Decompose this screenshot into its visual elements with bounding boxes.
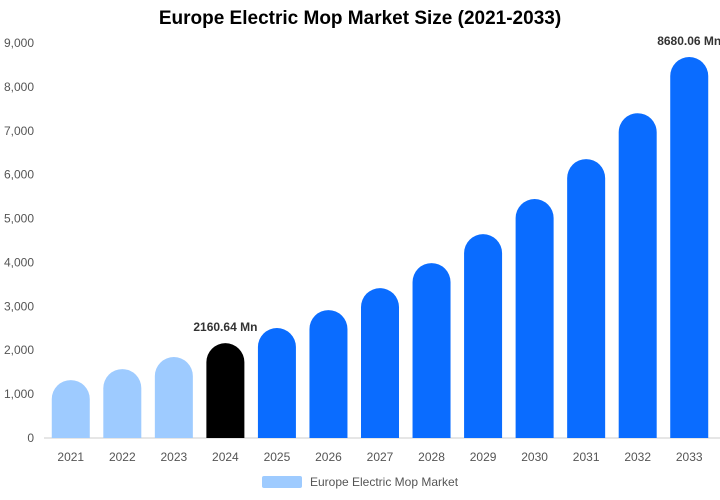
x-tick-label: 2028 [418, 450, 445, 464]
bar-2028 [412, 263, 451, 438]
legend-swatch [261, 476, 302, 488]
x-tick-label: 2021 [57, 450, 84, 464]
chart-title: Europe Electric Mop Market Size (2021-20… [158, 8, 562, 29]
bar-2031 [567, 159, 606, 438]
x-tick-label: 2026 [315, 450, 342, 464]
legend-label: Europe Electric Mop Market [309, 475, 459, 489]
y-tick-label: 1,000 [4, 387, 34, 401]
bar-2024 [206, 343, 245, 438]
legend[interactable]: Europe Electric Mop Market [0, 475, 720, 489]
bar-2025 [257, 328, 296, 438]
x-tick-label: 2031 [573, 450, 600, 464]
bar-2021 [51, 380, 90, 438]
y-tick-label: 9,000 [4, 36, 34, 50]
x-tick-label: 2030 [521, 450, 548, 464]
bar-2033 [670, 57, 709, 439]
bar-2026 [309, 310, 348, 438]
x-tick-label: 2032 [624, 450, 651, 464]
x-tick-label: 2033 [676, 450, 703, 464]
y-tick-label: 2,000 [4, 343, 34, 357]
y-tick-label: 4,000 [4, 255, 34, 269]
y-tick-label: 0 [27, 431, 34, 445]
x-tick-label: 2027 [367, 450, 394, 464]
y-tick-label: 8,000 [4, 80, 34, 94]
bar-2030 [515, 199, 554, 438]
y-tick-label: 5,000 [4, 212, 34, 226]
data-label-2033: 8680.06 Mn [657, 34, 720, 48]
y-tick-label: 6,000 [4, 168, 34, 182]
x-tick-label: 2024 [212, 450, 239, 464]
y-tick-label: 7,000 [4, 124, 34, 138]
bar-2029 [464, 234, 503, 438]
bar-2023 [154, 357, 193, 438]
x-tick-label: 2029 [470, 450, 497, 464]
x-tick-label: 2023 [160, 450, 187, 464]
bar-2032 [618, 113, 657, 439]
bar-2022 [103, 369, 142, 438]
bar-2027 [361, 288, 399, 438]
data-label-2024: 2160.64 Mn [193, 320, 257, 334]
x-tick-label: 2025 [264, 450, 291, 464]
y-tick-label: 3,000 [4, 299, 34, 313]
x-tick-label: 2022 [109, 450, 136, 464]
